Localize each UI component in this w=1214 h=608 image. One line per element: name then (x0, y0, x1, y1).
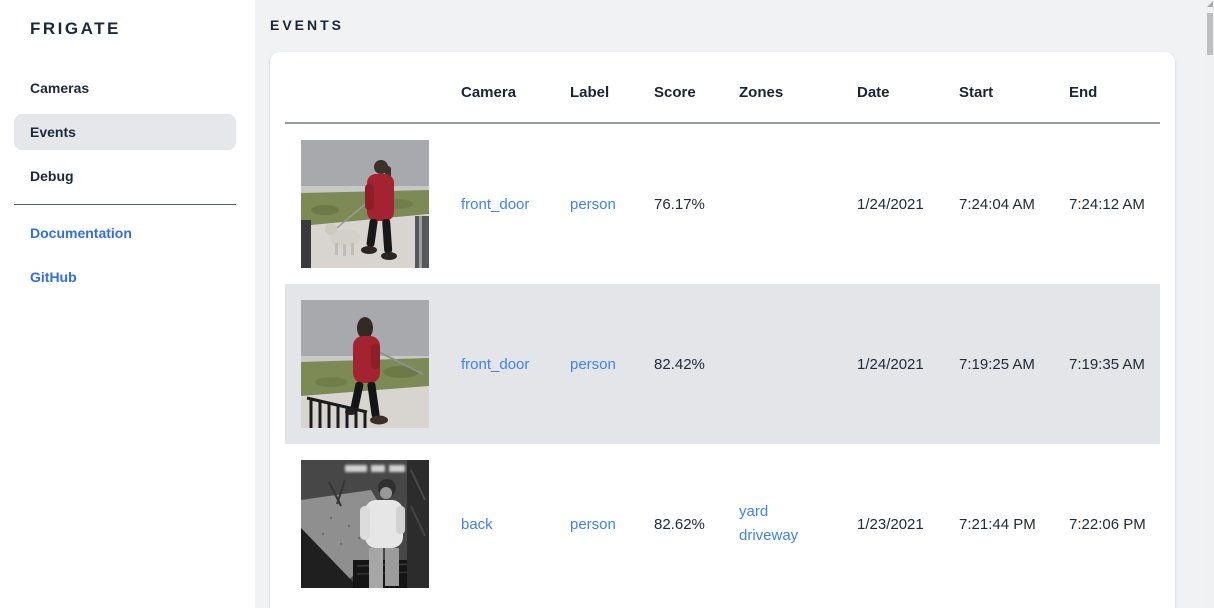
start-value: 7:21:44 PM (959, 515, 1036, 533)
sidebar-link-github[interactable]: GitHub (30, 269, 77, 285)
column-header-thumbnail (285, 52, 461, 124)
date-value: 1/24/2021 (857, 355, 924, 373)
main-content: EVENTS Camera Label Score Zones Date Sta… (255, 0, 1214, 608)
sidebar: FRIGATE Cameras Events Debug Documentati… (0, 0, 255, 608)
page-title: EVENTS (270, 17, 345, 33)
thumbnail-image-daytime-dog-walk (301, 140, 429, 268)
sidebar-link-documentation[interactable]: Documentation (30, 225, 132, 241)
event-row[interactable]: front_door person 82.42% 1/24/2021 7:19:… (285, 284, 1160, 444)
event-thumbnail[interactable] (301, 460, 429, 588)
score-value: 82.42% (654, 355, 705, 373)
sidebar-item-events[interactable]: Events (14, 114, 236, 150)
scrollbar-thumb[interactable] (1207, 13, 1213, 55)
zone-link[interactable]: driveway (739, 527, 799, 544)
column-header-label: Label (570, 52, 654, 124)
column-header-start: Start (959, 52, 1069, 124)
label-link[interactable]: person (570, 355, 616, 373)
camera-link[interactable]: front_door (461, 195, 530, 213)
label-link[interactable]: person (570, 195, 616, 213)
thumbnail-image-night-grayscale (301, 460, 429, 588)
score-value: 76.17% (654, 195, 705, 213)
event-thumbnail[interactable] (301, 300, 429, 428)
zone-link[interactable]: yard (739, 503, 769, 520)
sidebar-nav: Cameras Events Debug Documentation GitHu… (14, 70, 236, 295)
column-header-camera: Camera (461, 52, 570, 124)
event-row[interactable]: back person 82.62% yard driveway 1/23/202… (285, 444, 1160, 604)
column-header-end: End (1069, 52, 1160, 124)
end-value: 7:22:06 PM (1069, 515, 1146, 533)
sidebar-item-cameras[interactable]: Cameras (30, 80, 90, 96)
date-value: 1/24/2021 (857, 195, 924, 213)
column-header-zones: Zones (739, 52, 857, 124)
end-value: 7:19:35 AM (1069, 355, 1145, 373)
end-value: 7:24:12 AM (1069, 195, 1145, 213)
column-header-date: Date (857, 52, 959, 124)
camera-link[interactable]: back (461, 515, 493, 533)
table-header-row: Camera Label Score Zones Date Start End (285, 52, 1160, 124)
label-link[interactable]: person (570, 515, 616, 533)
events-table: Camera Label Score Zones Date Start End (285, 52, 1160, 604)
event-row[interactable]: front_door person 76.17% 1/24/2021 7:24:… (285, 123, 1160, 284)
sidebar-divider (14, 204, 236, 205)
thumbnail-image-daytime-hoodie-walk (301, 300, 429, 428)
events-tbody: front_door person 76.17% 1/24/2021 7:24:… (285, 123, 1160, 604)
events-card: Camera Label Score Zones Date Start End (270, 52, 1175, 608)
sidebar-item-debug[interactable]: Debug (30, 168, 74, 184)
start-value: 7:24:04 AM (959, 195, 1035, 213)
column-header-score: Score (654, 52, 739, 124)
zones-cell: yard driveway (739, 444, 857, 604)
scrollbar-up-arrow-icon[interactable] (1207, 1, 1213, 7)
start-value: 7:19:25 AM (959, 355, 1035, 373)
app-title: FRIGATE (30, 19, 121, 38)
score-value: 82.62% (654, 515, 705, 533)
zones-cell (739, 123, 857, 284)
zones-cell (739, 284, 857, 444)
date-value: 1/23/2021 (857, 515, 924, 533)
camera-link[interactable]: front_door (461, 355, 530, 373)
event-thumbnail[interactable] (301, 140, 429, 268)
vertical-scrollbar[interactable] (1206, 0, 1214, 608)
